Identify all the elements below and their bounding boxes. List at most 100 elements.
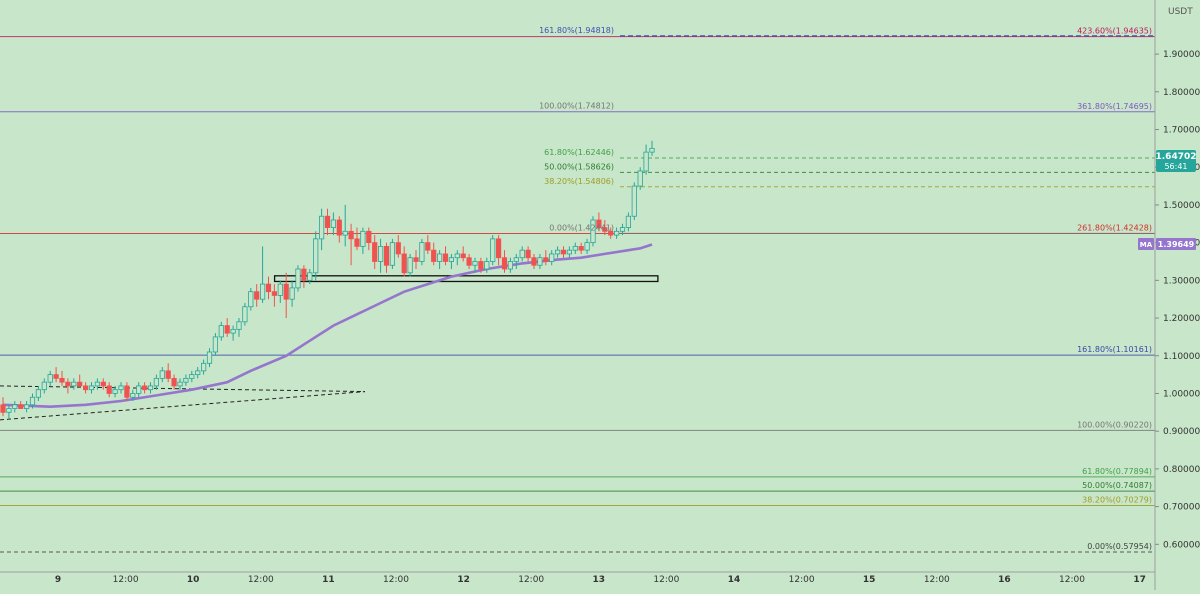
fib-label-right: 423.60%(1.94635) <box>1077 27 1152 36</box>
candle <box>555 246 561 258</box>
candle-body <box>141 385 148 391</box>
ma-label-text: MA <box>1140 241 1153 249</box>
candle <box>153 374 159 390</box>
fib-label-mid: 38.20%(1.54806) <box>544 177 614 186</box>
candle-body <box>324 215 331 228</box>
candle <box>442 246 449 266</box>
candle-body <box>484 261 490 270</box>
candle-body <box>466 257 472 266</box>
candle-body <box>348 230 354 240</box>
bar-countdown: 56:41 <box>1164 162 1187 171</box>
time-tick-label: 9 <box>55 575 61 585</box>
price-tick-label: 1.10000 <box>1163 352 1200 362</box>
candle <box>431 242 437 266</box>
candle <box>177 378 183 390</box>
candle <box>507 257 514 273</box>
price-tick-label: 1.90000 <box>1163 50 1200 60</box>
candle-body <box>53 374 59 379</box>
time-axis[interactable]: 9 12:00 10 12:00 11 12:00 12 12:00 13 12:00 14 12:0… <box>55 575 1146 585</box>
candle <box>254 284 260 307</box>
candle-body <box>47 374 53 383</box>
candle-body <box>6 408 12 413</box>
candle <box>501 250 508 273</box>
candle-body <box>366 230 372 244</box>
candle-body <box>159 370 165 379</box>
price-tick-label: 0.70000 <box>1163 503 1200 513</box>
candle-body <box>401 253 407 274</box>
candle <box>560 246 567 258</box>
candle <box>572 242 578 254</box>
candle-body <box>614 230 620 236</box>
candle <box>519 246 525 262</box>
price-tick-label: 0.80000 <box>1163 465 1200 475</box>
candle <box>130 389 136 402</box>
candle <box>372 235 378 270</box>
candle-body <box>389 242 396 266</box>
candle <box>401 246 407 277</box>
candle <box>53 367 59 383</box>
candle-body <box>342 230 348 236</box>
candle-body <box>195 370 201 376</box>
candle-body <box>200 362 207 372</box>
candle-body <box>124 385 130 398</box>
candle <box>124 382 130 402</box>
candle-body <box>177 381 183 387</box>
ma-line <box>2 243 653 409</box>
candle-body <box>230 328 236 334</box>
fib-label-right: 61.80%(0.77894) <box>1082 467 1152 476</box>
candle-body <box>472 261 478 266</box>
candle-body <box>289 287 295 300</box>
candle <box>147 382 154 394</box>
time-tick-label: 12:00 <box>518 575 544 585</box>
price-tick-label: 1.00000 <box>1163 389 1200 399</box>
candle-body <box>549 253 555 262</box>
triangle-upper-line <box>0 385 366 393</box>
price-axis[interactable]: 1.900001.800001.700001.600001.500001.400… <box>1155 50 1200 550</box>
time-tick-label: 11 <box>322 575 335 585</box>
candle-body <box>360 230 366 247</box>
candle <box>419 238 425 266</box>
candle <box>330 212 337 236</box>
time-tick-label: 17 <box>1133 575 1146 585</box>
candle <box>88 382 95 394</box>
candle-body <box>431 249 437 262</box>
price-tick-label: 1.70000 <box>1163 125 1200 135</box>
time-tick-label: 12:00 <box>383 575 409 585</box>
candle <box>218 321 224 341</box>
candle-body <box>265 283 272 293</box>
candle-body <box>501 257 508 270</box>
candle-body <box>572 245 578 251</box>
candle-body <box>206 351 213 364</box>
candle-body <box>212 336 218 353</box>
candle-body <box>242 306 248 323</box>
candle <box>195 367 201 379</box>
candle <box>342 204 348 247</box>
candle <box>466 253 472 270</box>
candle <box>307 269 313 285</box>
last-price-badge <box>1156 149 1196 172</box>
time-tick-label: 15 <box>863 575 876 585</box>
candle <box>619 223 626 236</box>
candle-body <box>513 257 519 262</box>
candle-body <box>83 385 89 391</box>
candle <box>12 401 18 413</box>
candle <box>490 235 496 266</box>
candle-body <box>377 245 384 262</box>
fib-label-mid: 61.80%(1.62446) <box>544 148 614 157</box>
fib-label-right: 361.80%(1.74695) <box>1077 102 1152 111</box>
candle <box>472 257 478 273</box>
candle-body <box>147 385 154 391</box>
candle-body <box>136 385 142 394</box>
candle <box>425 235 431 254</box>
candle-body <box>118 385 124 391</box>
fib-label-right: 50.00%(0.74087) <box>1082 481 1152 490</box>
fib-label-mid: 50.00%(1.58626) <box>544 162 614 171</box>
fib-label-right: 0.00%(0.57954) <box>1087 542 1152 551</box>
time-tick-label: 12 <box>457 575 470 585</box>
candle-body <box>248 291 254 308</box>
candle <box>29 393 36 409</box>
ma-value-badge <box>1156 237 1196 250</box>
candle-body <box>578 245 584 251</box>
candle <box>236 318 242 337</box>
